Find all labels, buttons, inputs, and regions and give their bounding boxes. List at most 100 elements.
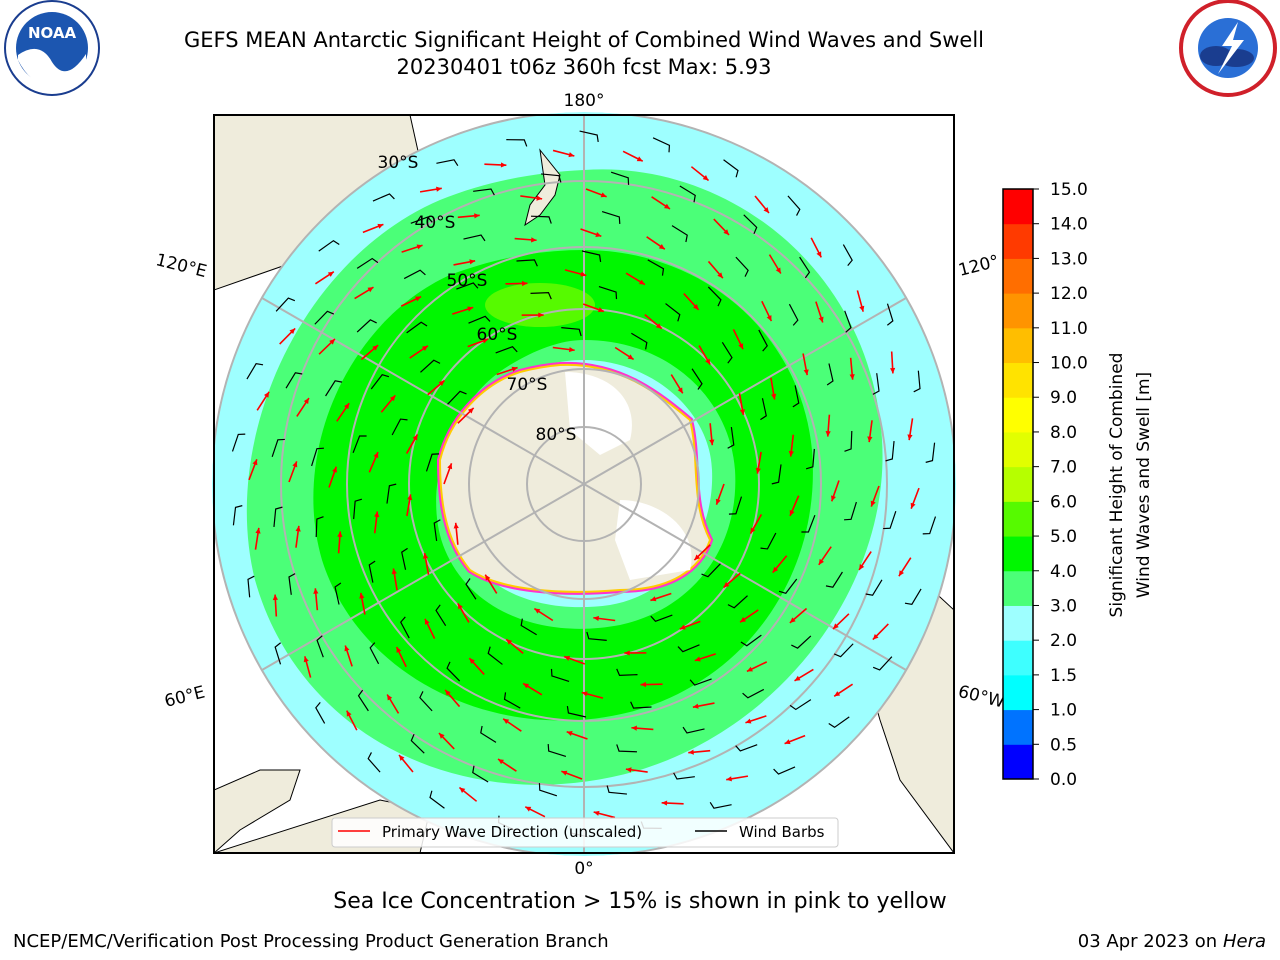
wind-barb: [406, 321, 428, 334]
sea-ice-caption: Sea Ice Concentration > 15% is shown in …: [333, 889, 947, 914]
wave-arrowhead: [506, 639, 513, 645]
wind-barb: [274, 642, 282, 665]
wind-barb: [787, 195, 801, 216]
footer-system: Hera: [1222, 931, 1266, 952]
wind-barb: [735, 744, 758, 752]
wind-barb: [547, 744, 567, 757]
wave-arrowhead: [723, 582, 730, 588]
wave-arrowhead: [789, 509, 795, 516]
wave-arrowhead: [438, 733, 445, 739]
wind-barb: [760, 532, 777, 550]
wave-arrowhead: [467, 306, 474, 312]
wave-arrowhead: [640, 681, 647, 688]
wave-arrowhead: [329, 338, 335, 345]
colorbar-tick-label: 10.0: [1050, 354, 1088, 374]
wind-barb: [771, 464, 782, 485]
wind-barb: [844, 430, 853, 452]
wind-barb: [788, 303, 799, 326]
footer-credit: NCEP/EMC/Verification Post Processing Pr…: [13, 931, 609, 952]
wind-barb: [671, 225, 688, 243]
wave-arrowhead: [740, 617, 747, 623]
wave-arrowhead: [289, 328, 296, 335]
wave-arrowhead: [503, 718, 510, 724]
wind-barb: [673, 772, 695, 780]
wind-barb: [550, 668, 570, 683]
wind-barb: [465, 578, 477, 600]
graticule: [214, 115, 954, 853]
wind-barb: [420, 359, 441, 373]
wave-arrowhead: [485, 574, 491, 581]
wind-barb: [689, 678, 712, 686]
colorbar-segment: [1003, 674, 1033, 711]
wind-barb: [709, 801, 732, 809]
wind-barb: [318, 239, 340, 252]
wind-barb: [826, 363, 834, 386]
wave-arrowhead: [313, 588, 319, 594]
wind-barb: [372, 193, 395, 202]
wave-arrowhead: [702, 175, 709, 181]
wave-arrowhead: [593, 615, 600, 621]
wave-arrowhead: [252, 459, 258, 466]
wind-barb: [325, 380, 343, 397]
wind-barb: [631, 332, 648, 350]
wind-barb: [606, 785, 627, 795]
colorbar-tick-label: 3.0: [1050, 596, 1077, 616]
wind-barb: [828, 716, 850, 729]
wind-barb: [538, 783, 558, 797]
wave-arrowhead: [447, 463, 453, 470]
wave-arrowhead: [693, 304, 699, 310]
wind-barb: [760, 398, 767, 421]
wind-barb: [707, 286, 722, 307]
wave-arrowhead: [531, 237, 537, 243]
wind-barb: [400, 616, 410, 639]
wind-barb: [886, 303, 894, 326]
wind-barb: [352, 435, 367, 453]
wind-barb: [487, 646, 503, 665]
wave-arrowhead: [424, 618, 430, 625]
colorbar-tick-label: 7.0: [1050, 458, 1077, 478]
wave-arrowhead: [766, 315, 772, 322]
wave-arrowhead: [327, 271, 334, 277]
wind-barb: [833, 643, 854, 658]
wave-arrowhead: [474, 213, 480, 219]
wave-arrowhead: [511, 366, 518, 372]
wind-barb: [691, 368, 703, 390]
wave-arrowhead: [415, 296, 422, 302]
wind-barb: [727, 595, 748, 609]
wind-barb: [844, 310, 852, 333]
wind-barb: [447, 390, 467, 405]
wave-arrowhead: [872, 633, 879, 640]
wave-arrowhead: [416, 244, 423, 250]
wave-arrowhead: [564, 655, 571, 661]
colorbar-segment: [1003, 466, 1033, 502]
wave-arrowhead: [739, 409, 745, 415]
wave-arrowhead: [772, 566, 779, 573]
wave-arrowhead: [771, 393, 777, 400]
ice-shelf-ross: [565, 372, 632, 455]
wave-arrowhead: [661, 800, 668, 806]
wave-arrowhead: [421, 345, 428, 351]
wind-barb: [721, 342, 733, 364]
wave-arrowhead: [482, 338, 489, 344]
colorbar-segment: [1003, 570, 1033, 606]
wind-barb: [271, 438, 285, 458]
wind-barb: [356, 319, 377, 333]
wave-arrowhead: [825, 431, 831, 437]
wind-barb: [610, 171, 630, 185]
wave-arrowhead: [898, 570, 905, 577]
lon-label-180: 180°: [564, 91, 605, 111]
wind-barb: [353, 498, 363, 520]
wave-arrowhead: [423, 553, 429, 559]
wind-barb: [530, 292, 552, 300]
wind-barb: [872, 656, 893, 671]
colorbar-segment: [1003, 605, 1033, 641]
wave-arrowhead: [453, 522, 459, 529]
land-africa: [214, 769, 301, 853]
map-legend: Primary Wave Direction (unscaled) Wind B…: [331, 817, 839, 848]
wind-barb: [429, 790, 445, 809]
wind-barb: [773, 766, 796, 775]
colorbar-segment: [1003, 501, 1033, 537]
wave-arrowhead: [387, 694, 393, 701]
wind-barb: [311, 447, 324, 467]
wave-arrowhead: [745, 718, 752, 724]
